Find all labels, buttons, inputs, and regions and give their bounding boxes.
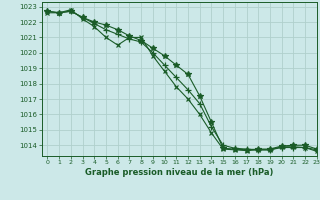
X-axis label: Graphe pression niveau de la mer (hPa): Graphe pression niveau de la mer (hPa) xyxy=(85,168,273,177)
